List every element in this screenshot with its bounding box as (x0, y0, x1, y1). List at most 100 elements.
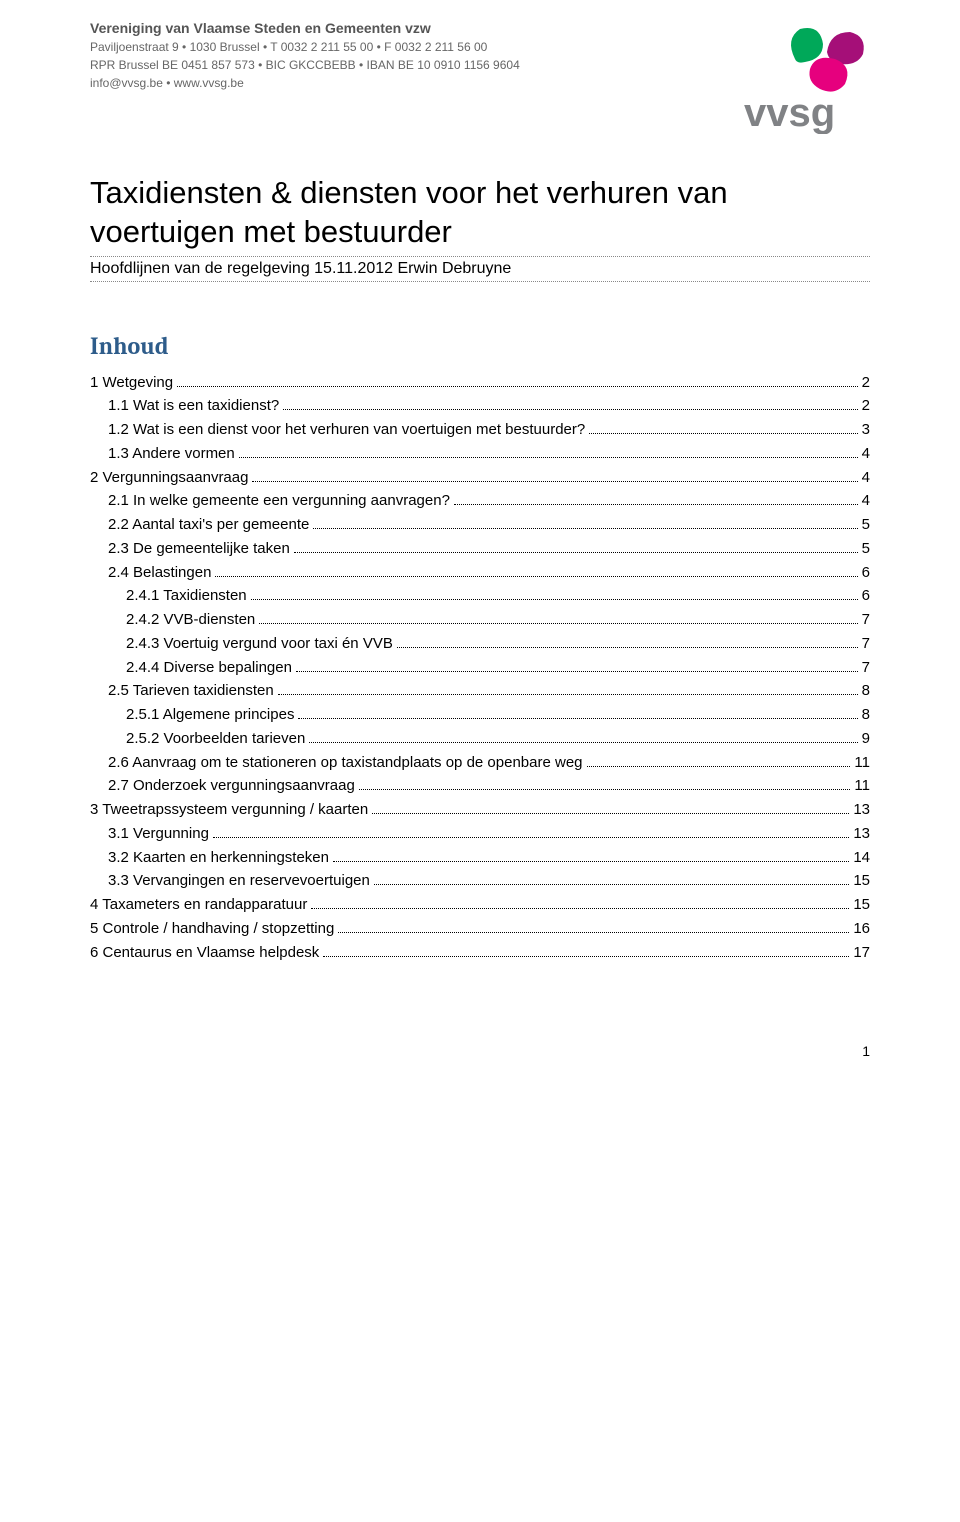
toc-entry[interactable]: 1.3 Andere vormen 4 (90, 443, 870, 465)
toc-entry[interactable]: 2.4.1 Taxidiensten6 (90, 585, 870, 607)
toc-entry-page: 7 (862, 657, 870, 679)
toc-entry[interactable]: 4 Taxameters en randapparatuur15 (90, 894, 870, 916)
toc-entry[interactable]: 2.7 Onderzoek vergunningsaanvraag11 (90, 775, 870, 797)
document-page: Vereniging van Vlaamse Steden en Gemeent… (0, 0, 960, 1522)
toc-leader-dots (252, 481, 857, 482)
toc-entry[interactable]: 2 Vergunningsaanvraag 4 (90, 467, 870, 489)
toc-leader-dots (313, 528, 857, 529)
toc-entry-page: 5 (862, 538, 870, 560)
toc-entry-page: 17 (853, 942, 870, 964)
toc-entry-label: 2.1 In welke gemeente een vergunning aan… (108, 490, 450, 512)
toc-entry-page: 4 (862, 443, 870, 465)
toc-entry-label: 2.5.2 Voorbeelden tarieven (126, 728, 305, 750)
toc-leader-dots (296, 671, 858, 672)
header-info: Vereniging van Vlaamse Steden en Gemeent… (90, 20, 710, 92)
toc-entry[interactable]: 2.5.2 Voorbeelden tarieven 9 (90, 728, 870, 750)
toc-entry[interactable]: 2.4 Belastingen6 (90, 562, 870, 584)
subtitle-divider: Hoofdlijnen van de regelgeving 15.11.201… (90, 256, 870, 282)
toc-entry-label: 2 Vergunningsaanvraag (90, 467, 248, 489)
toc-entry-page: 2 (862, 372, 870, 394)
toc-entry-label: 2.5.1 Algemene principes (126, 704, 294, 726)
toc-entry-page: 4 (862, 467, 870, 489)
toc-entry[interactable]: 5 Controle / handhaving / stopzetting 16 (90, 918, 870, 940)
toc-entry-page: 6 (862, 585, 870, 607)
toc-entry-page: 13 (853, 799, 870, 821)
toc-entry-label: 1.1 Wat is een taxidienst? (108, 395, 279, 417)
toc-entry-label: 2.5 Tarieven taxidiensten (108, 680, 274, 702)
toc-entry-label: 2.4.2 VVB-diensten (126, 609, 255, 631)
org-registration: RPR Brussel BE 0451 857 573 • BIC GKCCBE… (90, 56, 710, 74)
toc-leader-dots (283, 409, 857, 410)
org-name: Vereniging van Vlaamse Steden en Gemeent… (90, 20, 710, 36)
toc-entry-label: 1.2 Wat is een dienst voor het verhuren … (108, 419, 585, 441)
toc-entry[interactable]: 6 Centaurus en Vlaamse helpdesk 17 (90, 942, 870, 964)
toc-entry[interactable]: 2.4.4 Diverse bepalingen7 (90, 657, 870, 679)
toc-entry[interactable]: 2.5.1 Algemene principes 8 (90, 704, 870, 726)
toc-entry[interactable]: 2.3 De gemeentelijke taken 5 (90, 538, 870, 560)
toc-leader-dots (311, 908, 849, 909)
toc-entry-label: 2.4 Belastingen (108, 562, 211, 584)
toc-entry[interactable]: 3.3 Vervangingen en reservevoertuigen 15 (90, 870, 870, 892)
toc-entry-page: 7 (862, 609, 870, 631)
toc-entry-page: 2 (862, 395, 870, 417)
toc-entry-page: 8 (862, 704, 870, 726)
toc-entry-page: 9 (862, 728, 870, 750)
toc-entry-label: 2.6 Aanvraag om te stationeren op taxist… (108, 752, 583, 774)
toc-leader-dots (374, 884, 849, 885)
toc-entry[interactable]: 1.2 Wat is een dienst voor het verhuren … (90, 419, 870, 441)
toc-entry[interactable]: 2.4.3 Voertuig vergund voor taxi én VVB 7 (90, 633, 870, 655)
toc-leader-dots (251, 599, 858, 600)
toc-entry[interactable]: 3.1 Vergunning 13 (90, 823, 870, 845)
svg-text:vvsg: vvsg (744, 91, 835, 134)
toc-entry[interactable]: 2.6 Aanvraag om te stationeren op taxist… (90, 752, 870, 774)
toc-entry[interactable]: 2.1 In welke gemeente een vergunning aan… (90, 490, 870, 512)
toc-entry-page: 5 (862, 514, 870, 536)
toc-entry-page: 15 (853, 870, 870, 892)
toc-leader-dots (213, 837, 849, 838)
toc-leader-dots (298, 718, 857, 719)
toc-entry-label: 2.4.3 Voertuig vergund voor taxi én VVB (126, 633, 393, 655)
toc-entry-label: 2.7 Onderzoek vergunningsaanvraag (108, 775, 355, 797)
toc-entry-label: 2.2 Aantal taxi's per gemeente (108, 514, 309, 536)
toc-leader-dots (259, 623, 857, 624)
toc-entry-page: 13 (853, 823, 870, 845)
toc-leader-dots (338, 932, 849, 933)
toc-entry-label: 2.3 De gemeentelijke taken (108, 538, 290, 560)
toc-entry-label: 3.3 Vervangingen en reservevoertuigen (108, 870, 370, 892)
org-contact: info@vvsg.be • www.vvsg.be (90, 74, 710, 92)
document-subtitle: Hoofdlijnen van de regelgeving 15.11.201… (90, 257, 870, 281)
toc-entry-page: 15 (853, 894, 870, 916)
toc-entry[interactable]: 3.2 Kaarten en herkenningsteken14 (90, 847, 870, 869)
toc-entry-label: 1.3 Andere vormen (108, 443, 235, 465)
toc-entry[interactable]: 1 Wetgeving 2 (90, 372, 870, 394)
document-title: Taxidiensten & diensten voor het verhure… (90, 174, 870, 252)
toc-entry-label: 6 Centaurus en Vlaamse helpdesk (90, 942, 319, 964)
toc-leader-dots (294, 552, 858, 553)
toc-entry[interactable]: 3 Tweetrapssysteem vergunning / kaarten1… (90, 799, 870, 821)
toc-entry-label: 5 Controle / handhaving / stopzetting (90, 918, 334, 940)
toc-entry[interactable]: 1.1 Wat is een taxidienst? 2 (90, 395, 870, 417)
toc-leader-dots (323, 956, 849, 957)
toc-leader-dots (359, 789, 851, 790)
toc-leader-dots (397, 647, 858, 648)
header: Vereniging van Vlaamse Steden en Gemeent… (90, 20, 870, 134)
toc-leader-dots (215, 576, 857, 577)
toc-leader-dots (333, 861, 849, 862)
toc-entry-page: 14 (853, 847, 870, 869)
toc-entry-label: 1 Wetgeving (90, 372, 173, 394)
toc-entry-page: 16 (853, 918, 870, 940)
toc-entry[interactable]: 2.2 Aantal taxi's per gemeente 5 (90, 514, 870, 536)
toc-leader-dots (587, 766, 851, 767)
toc-leader-dots (589, 433, 857, 434)
toc-entry[interactable]: 2.4.2 VVB-diensten 7 (90, 609, 870, 631)
vvsg-logo: vvsg (730, 24, 870, 134)
toc-entry[interactable]: 2.5 Tarieven taxidiensten8 (90, 680, 870, 702)
page-number: 1 (90, 1043, 870, 1059)
toc-leader-dots (309, 742, 857, 743)
org-address: Paviljoenstraat 9 • 1030 Brussel • T 003… (90, 38, 710, 56)
table-of-contents: 1 Wetgeving21.1 Wat is een taxidienst?21… (90, 372, 870, 964)
toc-entry-label: 3.1 Vergunning (108, 823, 209, 845)
toc-entry-page: 7 (862, 633, 870, 655)
toc-leader-dots (239, 457, 858, 458)
toc-leader-dots (177, 386, 858, 387)
